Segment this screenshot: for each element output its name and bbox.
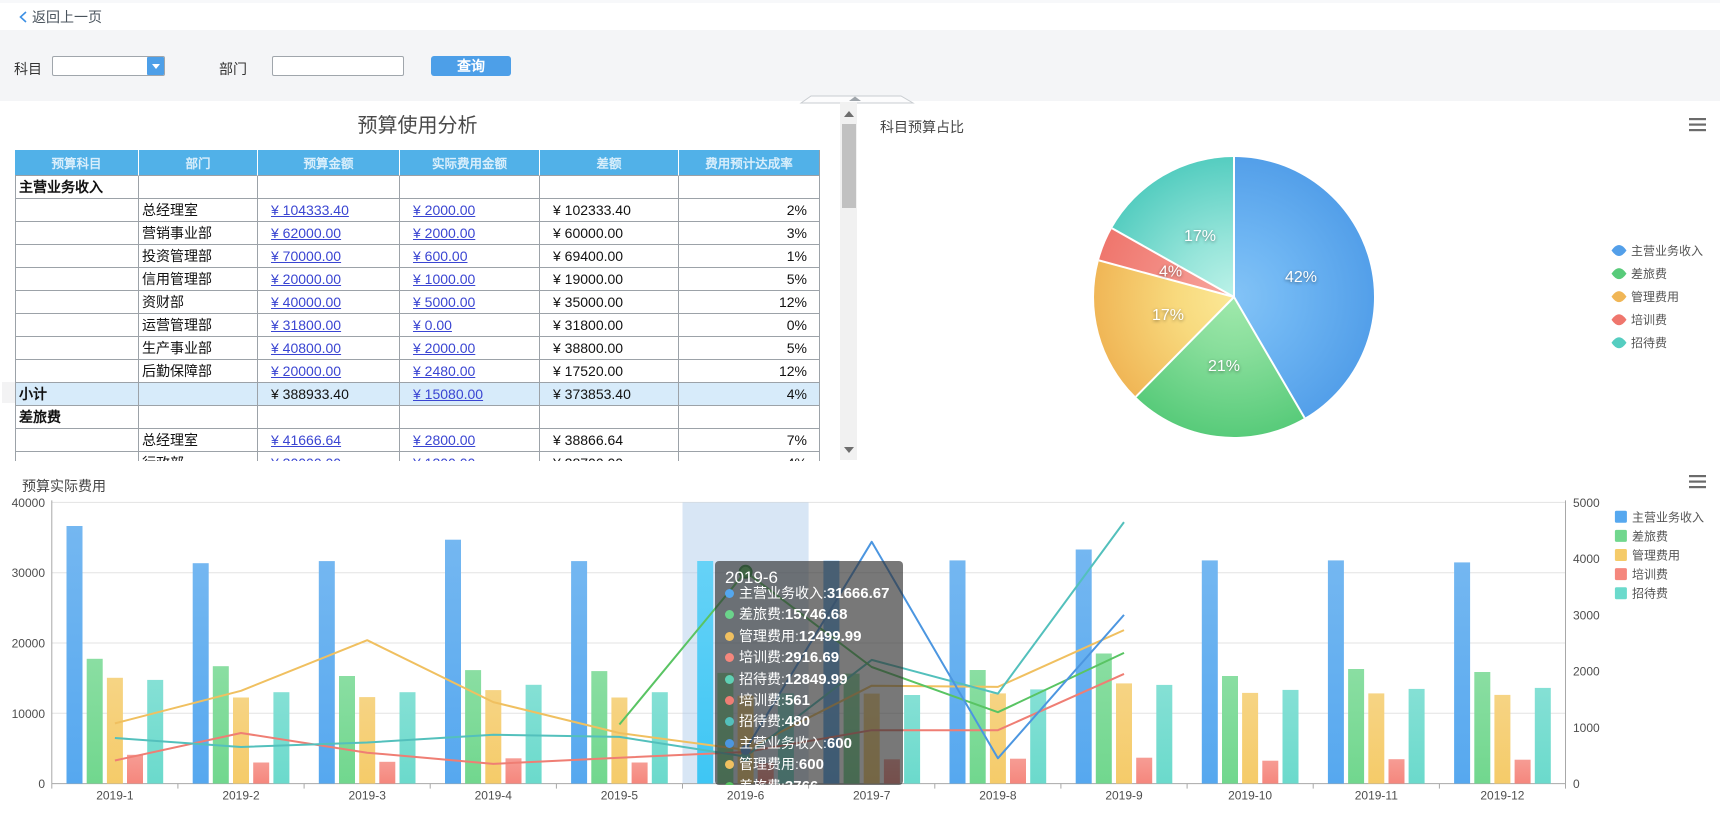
svg-text:2019-7: 2019-7 [853, 789, 891, 803]
svg-text:10000: 10000 [12, 707, 46, 721]
svg-text:管理费用: 管理费用 [1632, 548, 1680, 563]
svg-text:2019-6: 2019-6 [727, 789, 765, 803]
svg-text:差旅费: 差旅费 [1632, 529, 1668, 543]
svg-text:2019-4: 2019-4 [475, 789, 513, 803]
svg-text:0: 0 [1573, 777, 1580, 791]
svg-text:40000: 40000 [12, 496, 46, 510]
svg-text:2019-3: 2019-3 [349, 789, 387, 803]
svg-text:21%: 21% [1208, 358, 1240, 375]
svg-text:0: 0 [38, 777, 45, 791]
svg-text:招待费: 招待费 [1632, 587, 1668, 601]
svg-text:2019-11: 2019-11 [1355, 789, 1398, 803]
svg-text:4%: 4% [1159, 264, 1182, 281]
svg-text:管理费用: 管理费用 [1631, 289, 1679, 304]
svg-text:17%: 17% [1152, 307, 1184, 324]
svg-text:2019-9: 2019-9 [1105, 789, 1143, 803]
svg-text:30000: 30000 [12, 566, 46, 580]
svg-text:2019-10: 2019-10 [1228, 789, 1272, 803]
svg-text:4000: 4000 [1573, 552, 1600, 566]
svg-text:科目预算占比: 科目预算占比 [880, 119, 964, 135]
svg-text:2019-8: 2019-8 [979, 789, 1017, 803]
svg-text:3000: 3000 [1573, 608, 1600, 622]
svg-text:培训费: 培训费 [1631, 312, 1667, 327]
svg-text:培训费: 培训费 [1632, 567, 1668, 582]
svg-text:2019-1: 2019-1 [96, 789, 134, 803]
svg-text:2019-5: 2019-5 [601, 789, 639, 803]
svg-text:5000: 5000 [1573, 496, 1600, 510]
svg-text:主营业务收入: 主营业务收入 [1632, 509, 1704, 524]
svg-text:招待费: 招待费 [1631, 336, 1667, 350]
svg-text:2000: 2000 [1573, 665, 1600, 679]
svg-text:2019-12: 2019-12 [1480, 789, 1524, 803]
svg-text:2019-2: 2019-2 [222, 789, 260, 803]
svg-text:20000: 20000 [12, 637, 46, 651]
svg-text:差旅费: 差旅费 [1631, 267, 1667, 281]
svg-text:预算实际费用: 预算实际费用 [22, 478, 106, 494]
svg-text:17%: 17% [1184, 228, 1216, 245]
svg-text:1000: 1000 [1573, 721, 1600, 735]
svg-text:42%: 42% [1285, 269, 1317, 286]
svg-text:主营业务收入: 主营业务收入 [1631, 243, 1703, 258]
